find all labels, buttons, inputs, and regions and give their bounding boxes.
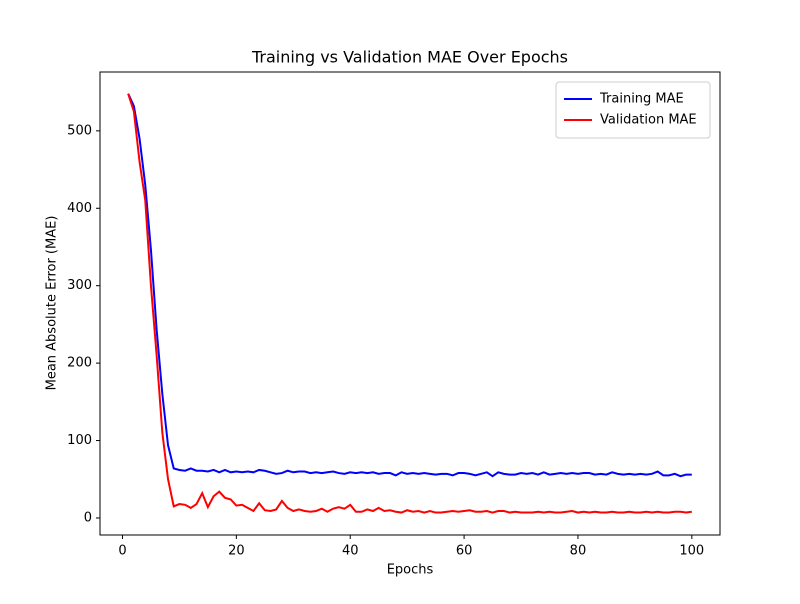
series-line: [127, 93, 692, 478]
x-tick-label: 40: [342, 544, 359, 559]
x-tick-label: 0: [118, 544, 126, 559]
plot-frame: [99, 71, 721, 536]
y-tick-label: 300: [67, 278, 92, 293]
y-tick-label: 500: [67, 123, 92, 138]
series-line: [127, 93, 692, 514]
legend-label: Validation MAE: [600, 113, 697, 128]
x-tick-label: 20: [228, 544, 245, 559]
chart-title: Training vs Validation MAE Over Epochs: [251, 48, 568, 67]
y-tick-label: 400: [67, 201, 92, 216]
legend-label: Training MAE: [599, 92, 684, 107]
x-tick-label: 80: [570, 544, 587, 559]
y-tick-label: 0: [84, 510, 92, 525]
y-tick-label: 200: [67, 356, 92, 371]
y-axis-label: Mean Absolute Error (MAE): [45, 216, 60, 391]
y-tick-label: 100: [67, 433, 92, 448]
x-axis-label: Epochs: [387, 563, 434, 578]
x-tick-label: 100: [679, 544, 704, 559]
legend-box: [555, 81, 711, 139]
x-tick-label: 60: [456, 544, 473, 559]
